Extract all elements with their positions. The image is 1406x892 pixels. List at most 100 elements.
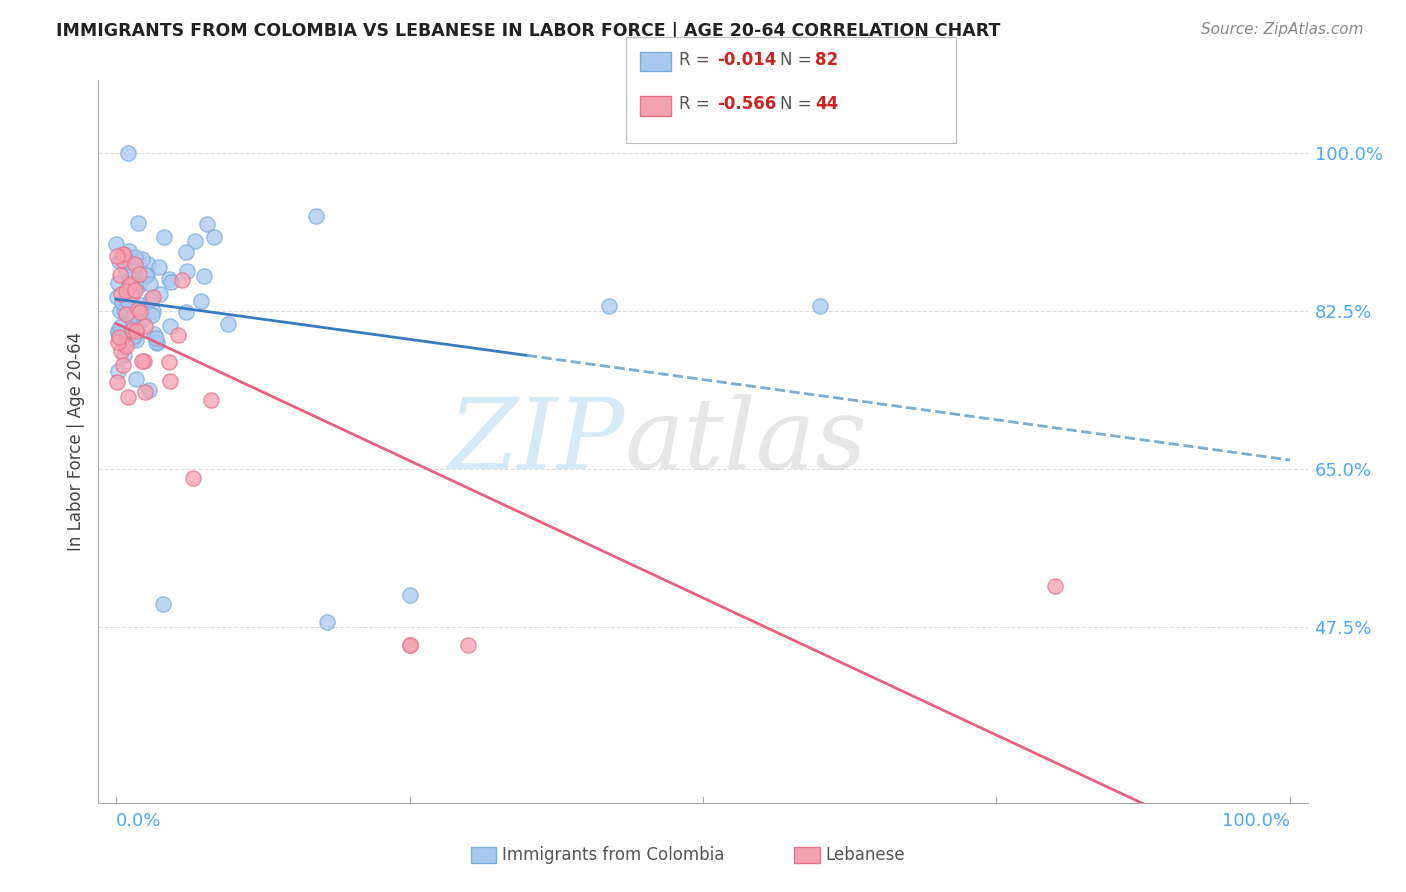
Point [174, 304, 197, 318]
Text: ZIP: ZIP [449, 394, 624, 489]
Point [176, 245, 198, 260]
Point [139, 292, 162, 306]
Text: -0.014: -0.014 [717, 51, 776, 69]
Point [202, 230, 225, 244]
Point [122, 332, 145, 346]
Text: Source: ZipAtlas.com: Source: ZipAtlas.com [1201, 22, 1364, 37]
Point [131, 354, 153, 368]
Point [166, 328, 188, 343]
Text: 0.0%: 0.0% [117, 812, 162, 830]
Point [134, 354, 156, 368]
Point [125, 372, 148, 386]
Point [398, 638, 420, 652]
Point [398, 588, 420, 602]
Point [138, 277, 160, 291]
Point [118, 283, 141, 297]
Point [111, 253, 134, 268]
Point [142, 327, 165, 342]
Point [124, 324, 146, 338]
Point [108, 254, 131, 268]
Point [457, 638, 479, 652]
Point [124, 257, 146, 271]
Point [112, 348, 135, 362]
Point [181, 471, 204, 485]
Point [145, 331, 167, 345]
Point [117, 390, 139, 404]
Point [141, 308, 163, 322]
Point [145, 335, 167, 350]
Point [112, 247, 135, 261]
Text: R =: R = [679, 51, 716, 69]
Point [183, 234, 205, 248]
Point [142, 290, 165, 304]
Point [152, 597, 174, 611]
Point [598, 299, 620, 313]
Point [149, 287, 172, 301]
Point [160, 275, 183, 289]
Point [112, 305, 135, 319]
Point [105, 249, 128, 263]
Point [176, 263, 198, 277]
Point [115, 293, 138, 307]
Text: R =: R = [679, 95, 716, 113]
Point [107, 326, 129, 341]
Point [148, 260, 170, 275]
Point [159, 319, 181, 334]
Point [120, 277, 142, 291]
Text: 44: 44 [815, 95, 839, 113]
Point [107, 364, 129, 378]
Point [128, 278, 150, 293]
Point [135, 268, 157, 282]
Point [121, 277, 143, 292]
Point [138, 257, 160, 271]
Point [128, 304, 150, 318]
Point [111, 358, 134, 372]
Point [134, 318, 156, 333]
Point [124, 310, 146, 324]
Point [122, 329, 145, 343]
Point [124, 250, 146, 264]
Point [304, 209, 326, 223]
Point [110, 343, 132, 358]
Point [107, 335, 129, 350]
Y-axis label: In Labor Force | Age 20-64: In Labor Force | Age 20-64 [66, 332, 84, 551]
Text: atlas: atlas [624, 394, 868, 489]
Point [145, 334, 167, 349]
Point [117, 145, 139, 160]
Point [111, 326, 134, 340]
Point [108, 268, 131, 282]
Point [118, 272, 141, 286]
Point [127, 301, 149, 316]
Point [121, 322, 143, 336]
Point [157, 355, 180, 369]
Point [105, 236, 128, 251]
Point [132, 312, 155, 326]
Point [111, 295, 134, 310]
Point [142, 304, 165, 318]
Point [114, 302, 136, 317]
Point [108, 320, 131, 334]
Point [136, 268, 159, 282]
Point [118, 276, 141, 290]
Point [105, 290, 128, 304]
Point [808, 299, 831, 313]
Point [121, 268, 143, 282]
Point [217, 317, 239, 331]
Point [200, 392, 222, 407]
Point [129, 298, 152, 312]
Point [107, 277, 129, 291]
Point [114, 307, 136, 321]
Point [124, 265, 146, 279]
Text: N =: N = [780, 51, 817, 69]
Text: 82: 82 [815, 51, 838, 69]
Point [115, 328, 138, 343]
Point [110, 304, 132, 318]
Point [118, 244, 141, 258]
Text: Lebanese: Lebanese [825, 846, 905, 863]
Point [112, 299, 135, 313]
Point [122, 284, 145, 298]
Point [128, 267, 150, 281]
Point [120, 273, 142, 287]
Point [398, 638, 420, 652]
Point [134, 385, 156, 400]
